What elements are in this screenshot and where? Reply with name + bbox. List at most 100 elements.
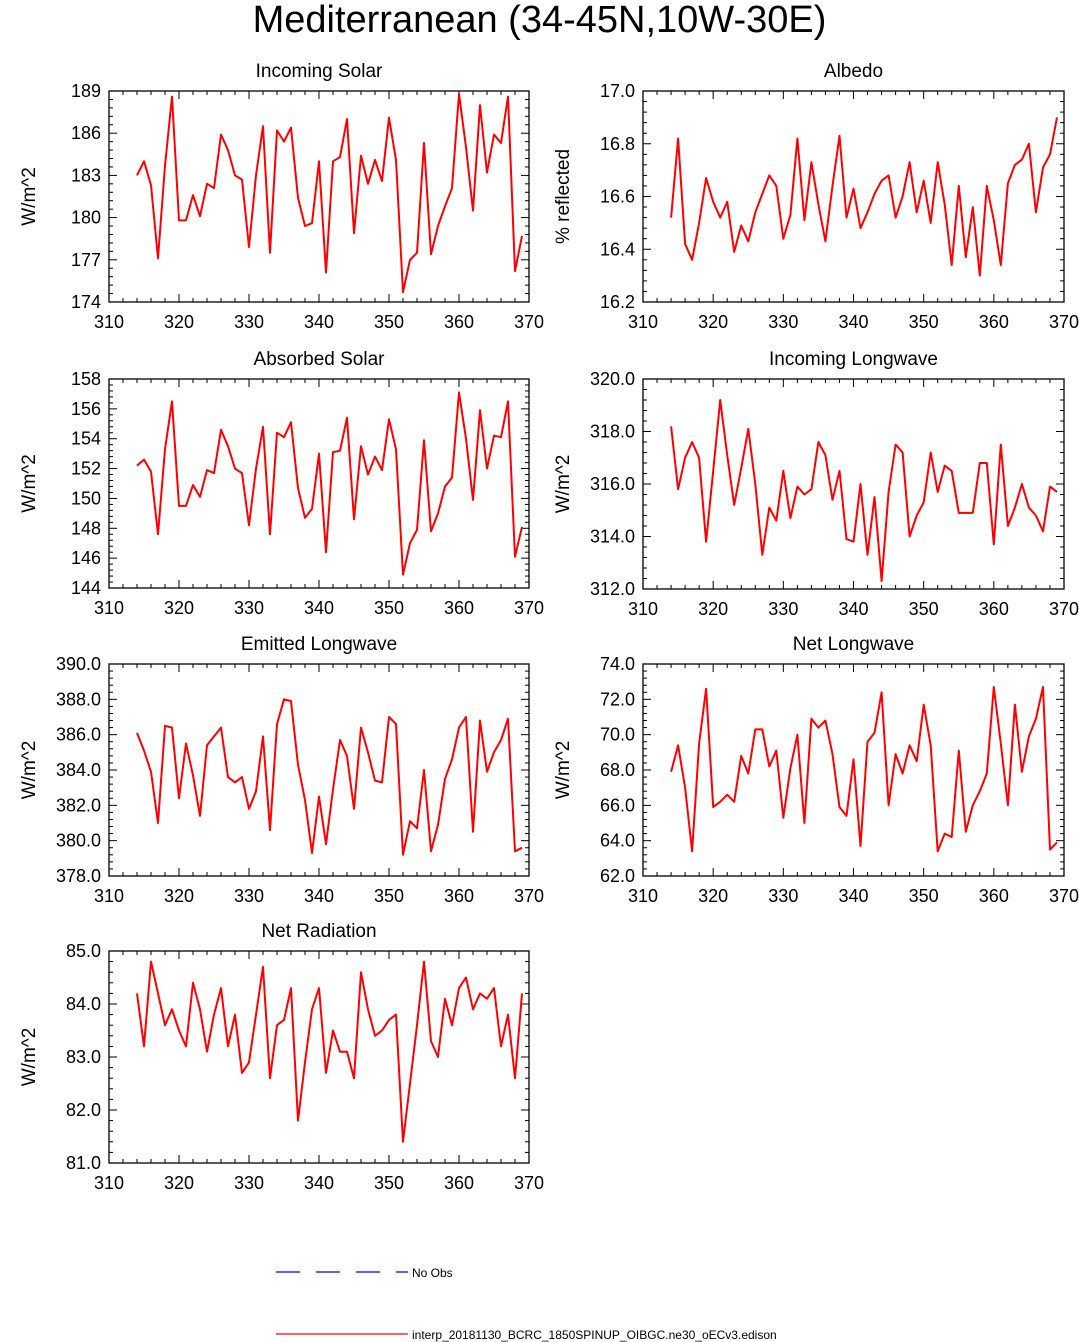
- y-tick-label: 16.6: [600, 187, 635, 207]
- chart-panel-3: Absorbed Solar 310 320 330 340 350 360 370 144 14…: [19, 349, 544, 618]
- chart-panel-2: Albedo 310 320 330 340 350 360 370 16.2 16.4 16.6 1…: [553, 61, 1079, 332]
- x-tick-label: 330: [234, 886, 264, 906]
- y-tick-label: 81.0: [66, 1153, 101, 1173]
- legend: No Obs interp_20181130_BCRC_1850SPINUP_OI…: [276, 1266, 777, 1342]
- y-axis-label: W/m^2: [19, 1028, 40, 1087]
- chart-panel-1: Incoming Solar 310 320 330 340 350 360 370 174 17…: [19, 61, 544, 332]
- x-tick-label: 340: [838, 886, 868, 906]
- panel-title: Albedo: [824, 61, 883, 82]
- plot-frame: [642, 90, 1065, 303]
- y-axis-label: % reflected: [553, 149, 574, 244]
- chart-panel-5: Emitted Longwave 310 320 330 340 350 360 370 378…: [19, 634, 544, 906]
- plot-frame: [108, 663, 530, 877]
- chart-panel-6: Net Longwave 310 320 330 340 350 360 370 62.0 64.…: [553, 634, 1079, 906]
- x-tick-label: 310: [94, 1173, 124, 1193]
- x-tick-label: 350: [909, 312, 939, 332]
- x-tick-label: 320: [698, 599, 728, 619]
- y-tick-label: 16.4: [600, 239, 635, 259]
- y-tick-label: 316.0: [590, 474, 635, 494]
- y-tick-label: 72.0: [600, 689, 635, 709]
- x-tick-label: 320: [698, 312, 728, 332]
- x-tick-label: 360: [444, 598, 474, 618]
- y-tick-label: 388.0: [56, 689, 101, 709]
- x-tick-label: 360: [979, 599, 1009, 619]
- x-tick-label: 310: [94, 312, 124, 332]
- y-tick-label: 144: [71, 578, 101, 598]
- y-tick-label: 66.0: [600, 795, 635, 815]
- x-tick-label: 320: [164, 1173, 194, 1193]
- y-tick-label: 186: [71, 123, 101, 143]
- y-axis-label: W/m^2: [19, 167, 40, 226]
- x-tick-label: 320: [698, 886, 728, 906]
- y-tick-label: 390.0: [56, 654, 101, 674]
- x-tick-label: 330: [234, 598, 264, 618]
- y-axis-label: W/m^2: [19, 741, 40, 800]
- y-tick-label: 386.0: [56, 725, 101, 745]
- x-tick-label: 340: [838, 599, 868, 619]
- panel-title: Incoming Solar: [256, 61, 383, 82]
- plot-frame: [108, 950, 530, 1164]
- x-tick-label: 310: [628, 599, 658, 619]
- y-tick-label: 17.0: [600, 81, 635, 101]
- x-tick-label: 370: [514, 598, 544, 618]
- x-tick-label: 340: [304, 598, 334, 618]
- y-tick-label: 82.0: [66, 1100, 101, 1120]
- chart-panel-7: Net Radiation 310 320 330 340 350 360 370 81.0 82…: [19, 921, 544, 1193]
- series-line: [136, 960, 523, 1143]
- x-tick-label: 320: [164, 598, 194, 618]
- panel-title: Net Longwave: [793, 634, 914, 655]
- x-tick-label: 350: [374, 312, 404, 332]
- y-tick-label: 180: [71, 208, 101, 228]
- y-tick-label: 148: [71, 518, 101, 538]
- x-tick-label: 310: [94, 886, 124, 906]
- legend-obs-label: No Obs: [412, 1266, 453, 1280]
- y-tick-label: 68.0: [600, 760, 635, 780]
- y-tick-label: 74.0: [600, 654, 635, 674]
- y-tick-label: 380.0: [56, 831, 101, 851]
- y-tick-label: 64.0: [600, 831, 635, 851]
- plot-frame: [108, 90, 530, 303]
- y-tick-label: 312.0: [590, 579, 635, 599]
- x-tick-label: 360: [979, 312, 1009, 332]
- y-tick-label: 154: [71, 429, 101, 449]
- series-line: [136, 92, 523, 294]
- y-tick-label: 156: [71, 399, 101, 419]
- x-tick-label: 340: [304, 312, 334, 332]
- y-tick-label: 314.0: [590, 527, 635, 547]
- y-tick-label: 84.0: [66, 994, 101, 1014]
- x-tick-label: 350: [374, 1173, 404, 1193]
- y-tick-label: 177: [71, 250, 101, 270]
- x-tick-label: 370: [514, 312, 544, 332]
- x-tick-label: 350: [374, 598, 404, 618]
- y-tick-label: 158: [71, 369, 101, 389]
- x-tick-label: 360: [979, 886, 1009, 906]
- y-tick-label: 384.0: [56, 760, 101, 780]
- series-line: [136, 391, 523, 576]
- x-tick-label: 360: [444, 1173, 474, 1193]
- panel-title: Incoming Longwave: [769, 349, 938, 370]
- y-tick-label: 382.0: [56, 795, 101, 815]
- panel-title: Absorbed Solar: [254, 349, 386, 370]
- x-tick-label: 370: [1049, 599, 1079, 619]
- x-tick-label: 310: [628, 886, 658, 906]
- panel-title: Emitted Longwave: [241, 634, 397, 655]
- series-line: [136, 698, 523, 856]
- series-line: [670, 686, 1058, 853]
- x-tick-label: 330: [768, 886, 798, 906]
- y-tick-label: 83.0: [66, 1047, 101, 1067]
- y-tick-label: 85.0: [66, 941, 101, 961]
- x-tick-label: 310: [628, 312, 658, 332]
- y-tick-label: 146: [71, 548, 101, 568]
- x-tick-label: 320: [164, 312, 194, 332]
- y-tick-label: 152: [71, 459, 101, 479]
- x-tick-label: 340: [304, 886, 334, 906]
- y-tick-label: 378.0: [56, 866, 101, 886]
- x-tick-label: 370: [1049, 886, 1079, 906]
- x-tick-label: 320: [164, 886, 194, 906]
- y-tick-label: 150: [71, 488, 101, 508]
- y-tick-label: 62.0: [600, 866, 635, 886]
- panel-title: Net Radiation: [261, 921, 376, 942]
- chart-panel-4: Incoming Longwave 310 320 330 340 350 360 370 31…: [553, 349, 1079, 619]
- x-tick-label: 310: [94, 598, 124, 618]
